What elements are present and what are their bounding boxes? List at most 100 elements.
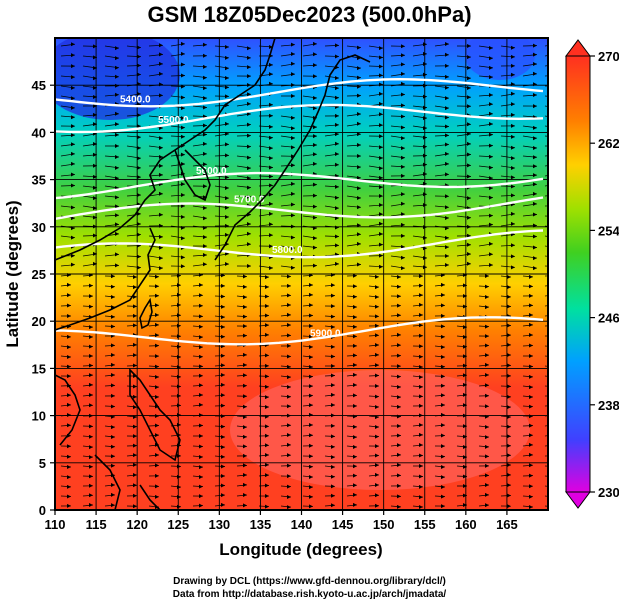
wind-arrowhead [181,62,185,67]
wind-arrowhead [331,314,335,319]
wind-arrowhead [291,126,295,131]
wind-arrowhead [353,273,357,278]
wind-arrowhead [555,62,559,66]
wind-arrowhead [533,212,537,217]
wind-arrowhead [375,333,379,338]
wind-arrowhead [309,384,313,389]
wind-arrowhead [225,251,229,256]
wind-arrowhead [555,84,559,88]
wind-arrowhead [243,404,247,409]
wind-arrowhead [313,41,317,46]
wind-arrowhead [287,505,291,510]
wind-arrowhead [93,66,97,71]
wind-vector [544,445,548,447]
wind-arrowhead [287,442,291,447]
wind-arrowhead [445,172,449,177]
wind-arrowhead [155,322,159,327]
wind-arrowhead [551,454,555,458]
wind-vector [544,435,548,437]
wind-arrowhead [445,106,449,111]
cold-pool-west [55,38,180,120]
wind-arrowhead [397,483,401,488]
wind-arrowhead [159,172,163,177]
wind-arrowhead [507,342,511,347]
wind-arrowhead [291,246,295,251]
wind-arrowhead [67,334,71,339]
wind-arrowhead [287,385,291,390]
wind-arrowhead [335,54,339,59]
wind-arrowhead [291,94,295,99]
wind-arrowhead [555,95,559,99]
wind-arrowhead [507,294,511,299]
wind-arrowhead [115,165,119,170]
wind-arrowhead [375,323,379,328]
wind-arrowhead [375,472,379,477]
wind-arrowhead [533,145,537,150]
wind-arrowhead [397,395,401,400]
wind-arrowhead [379,221,383,226]
wind-arrowhead [379,64,383,69]
wind-arrowhead [115,122,119,127]
colorbar-tick-label: 262 [598,136,619,151]
wind-arrowhead [67,293,71,298]
height-contours: 5400.0 5500.0 5600.0 5700.0 5800.0 5900.0 [55,77,544,346]
wind-arrowhead [401,44,405,49]
wind-arrowhead [247,74,251,79]
wind-arrowhead [309,393,313,398]
wind-arrowhead [67,393,71,398]
wind-arrowhead [445,63,449,68]
wind-arrowhead [89,304,93,309]
wind-arrowhead [511,112,515,117]
wind-arrowhead [225,214,229,219]
wind-arrowhead [287,283,291,288]
wind-arrowhead [269,165,273,170]
wind-arrowhead [159,256,163,261]
wind-arrowhead [463,464,467,469]
wind-arrowhead [511,221,515,226]
wind-arrowhead [551,355,555,359]
wind-arrowhead [199,282,203,287]
wind-arrowhead [397,332,401,337]
wind-arrowhead [529,433,533,438]
wind-arrowhead [309,433,313,438]
wind-arrowhead [335,243,339,248]
wind-arrowhead [357,142,361,147]
wind-arrowhead [507,353,511,358]
wind-arrowhead [441,393,445,398]
wind-arrowhead [331,493,335,498]
wind-arrowhead [507,483,511,488]
wind-arrowhead [309,403,313,408]
colorbar-top-arrow [565,39,591,57]
wind-arrowhead [379,242,383,247]
wind-arrowhead [397,452,401,457]
wind-arrowhead [199,444,203,449]
y-axis-ticks: 0 5 10 15 20 25 30 35 40 45 [32,78,55,518]
wind-arrowhead [555,265,559,269]
wind-arrowhead [379,212,383,217]
wind-arrowhead [269,183,273,188]
contour-label: 5700.0 [234,194,265,205]
wind-arrowhead [309,443,313,448]
wind-arrowhead [529,274,533,279]
wind-arrowhead [463,304,467,309]
wind-arrowhead [375,424,379,429]
wind-arrowhead [463,283,467,288]
x-tick-label: 145 [332,517,354,532]
wind-arrowhead [467,85,471,90]
wind-arrowhead [115,92,119,97]
wind-arrowhead [133,363,137,368]
coast-korea [174,149,211,202]
wind-arrowhead [199,392,203,397]
wind-arrowhead [485,463,489,468]
wind-arrowhead [489,263,493,268]
wind-arrowhead [221,294,225,299]
wind-arrowhead [463,363,467,368]
wind-arrowhead [93,251,97,256]
wind-arrowhead [551,413,555,417]
wind-arrowhead [353,343,357,348]
wind-arrowhead [555,256,559,260]
wind-arrowhead [463,373,467,378]
wind-arrowhead [181,264,185,269]
wind-arrowhead [529,343,533,348]
wind-arrowhead [335,95,339,100]
